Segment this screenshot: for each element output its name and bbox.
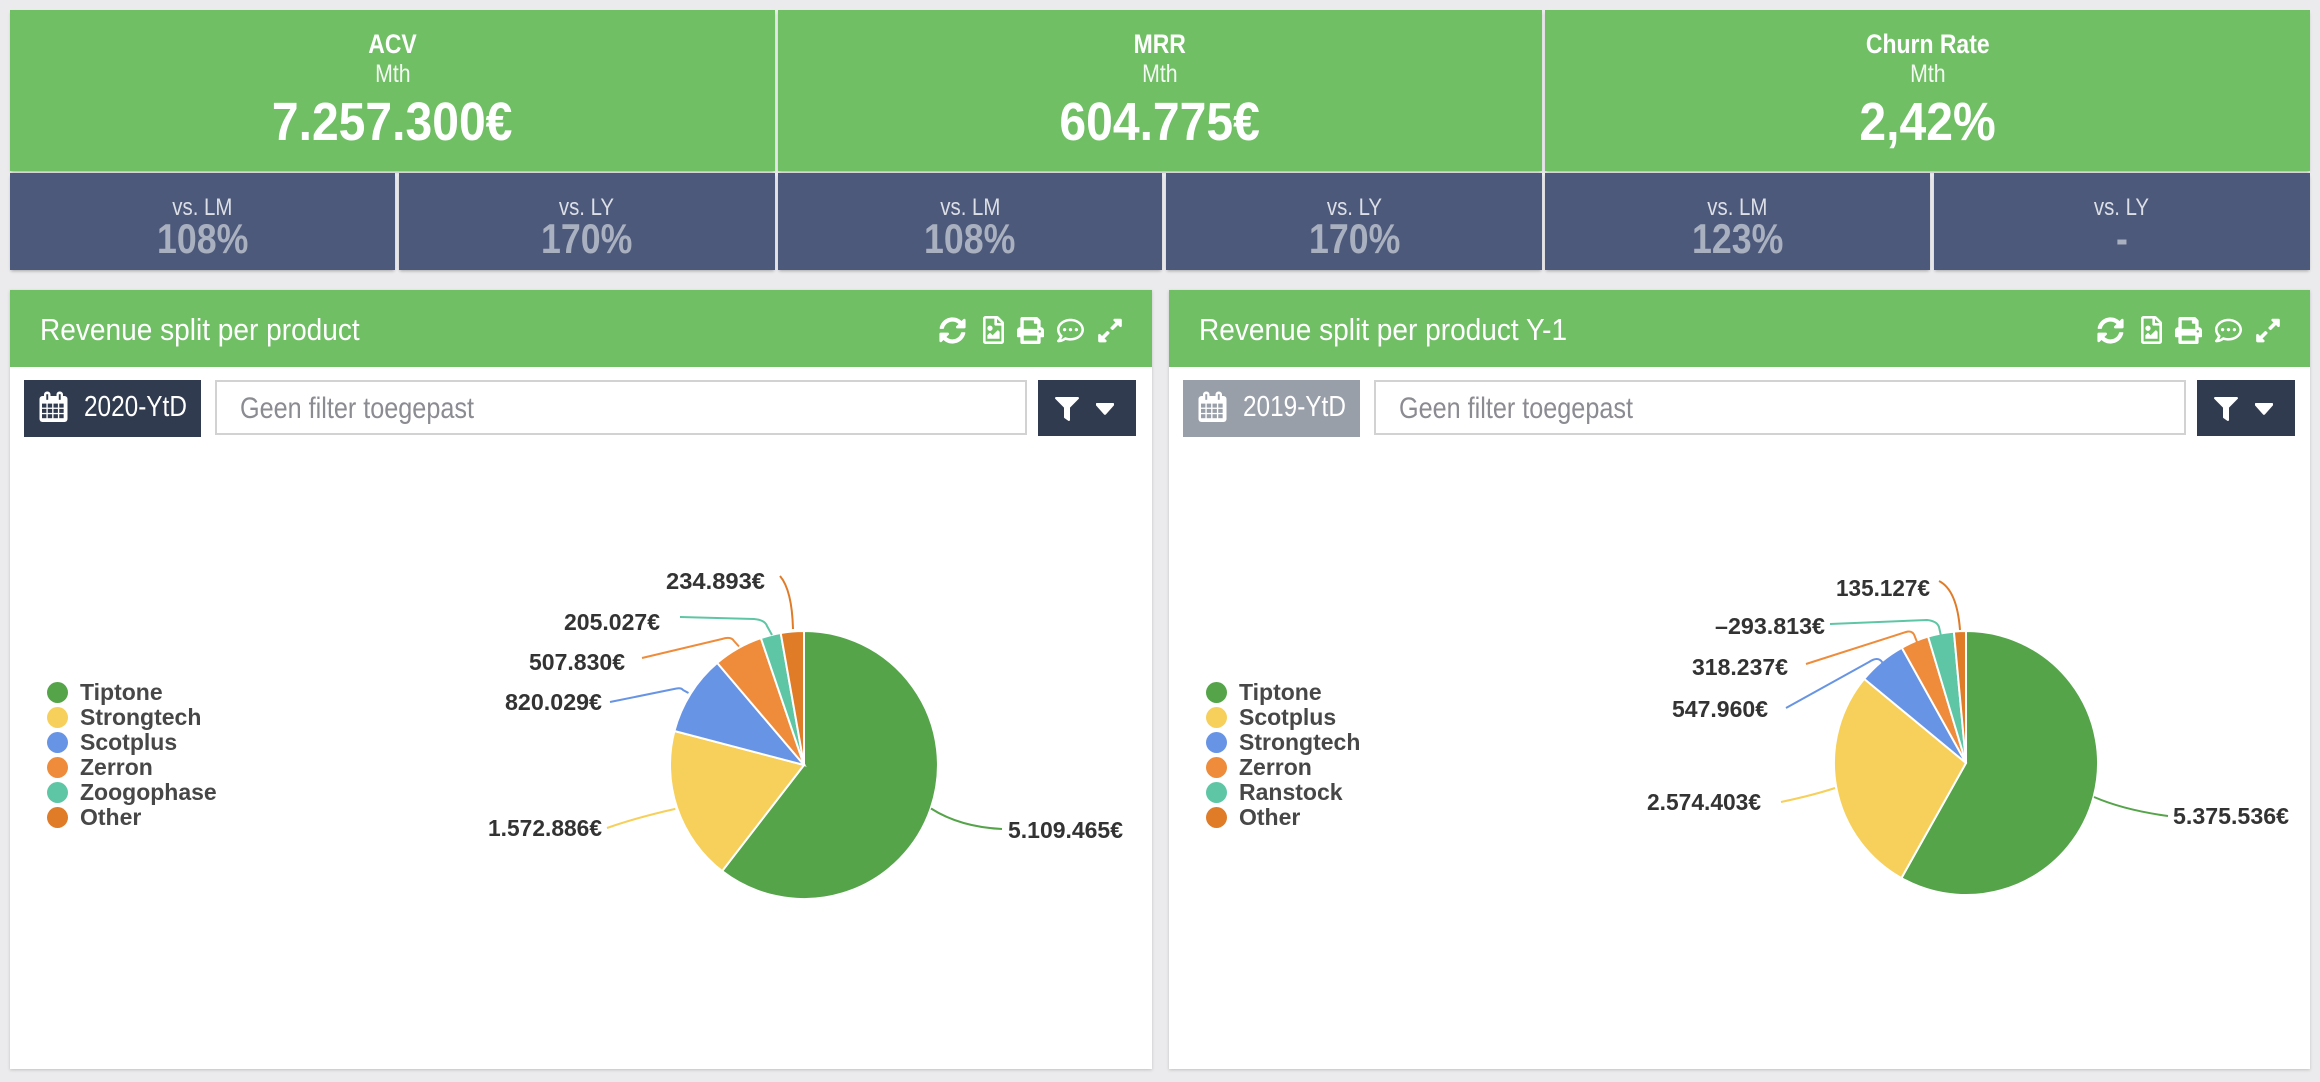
svg-text:234.893€: 234.893€: [666, 568, 765, 594]
svg-text:205.027€: 205.027€: [564, 609, 660, 635]
svg-text:318.237€: 318.237€: [1692, 654, 1788, 680]
svg-text:2.574.403€: 2.574.403€: [1647, 789, 1761, 815]
svg-text:547.960€: 547.960€: [1672, 696, 1768, 722]
svg-text:507.830€: 507.830€: [529, 649, 625, 675]
svg-text:–293.813€: –293.813€: [1715, 613, 1825, 639]
svg-text:5.375.536€: 5.375.536€: [2173, 803, 2289, 829]
svg-text:135.127€: 135.127€: [1836, 575, 1930, 601]
svg-text:1.572.886€: 1.572.886€: [488, 815, 602, 841]
svg-text:820.029€: 820.029€: [505, 689, 602, 715]
svg-text:5.109.465€: 5.109.465€: [1008, 817, 1123, 843]
